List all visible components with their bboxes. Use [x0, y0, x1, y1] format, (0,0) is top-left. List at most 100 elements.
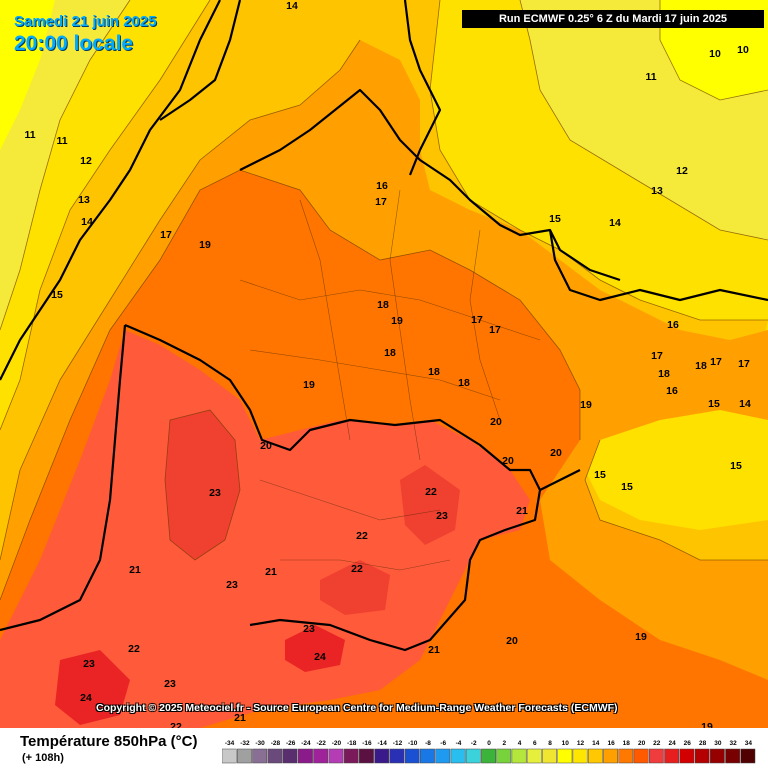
- scale-swatch: [465, 748, 481, 764]
- isotherm-label: 22: [170, 721, 182, 728]
- scale-tick-label: -18: [347, 740, 357, 747]
- scale-tick-label: -8: [425, 740, 431, 747]
- scale-swatch: [633, 748, 649, 764]
- band-22: [0, 330, 530, 728]
- scale-swatch: [328, 748, 344, 764]
- scale-tick-label: 30: [714, 740, 722, 747]
- isotherm-label: 24: [314, 651, 326, 663]
- scale-tick-label: 18: [623, 740, 631, 747]
- band-west-10: [0, 0, 55, 150]
- scale-tick-label: 34: [745, 740, 753, 747]
- isotherm-label: 16: [667, 319, 679, 331]
- scale-tick-label: 2: [502, 740, 506, 747]
- isotherm-label: 12: [676, 165, 688, 177]
- band-23-west: [165, 410, 240, 560]
- band-west-12: [0, 0, 130, 330]
- isotherm-label: 15: [621, 481, 633, 493]
- isotherm-label: 11: [645, 71, 656, 83]
- scale-tick-label: -22: [316, 740, 326, 747]
- scale-swatch: [694, 748, 710, 764]
- forecast-date: Samedi 21 juin 2025: [14, 13, 157, 30]
- isotherm-label: 17: [489, 324, 501, 336]
- isotherm-label: 17: [738, 358, 750, 370]
- scale-tick-label: 24: [668, 740, 676, 747]
- isotherm-label: 21: [428, 644, 440, 656]
- isotherm-label: 17: [160, 229, 172, 241]
- scale-swatch: [252, 748, 268, 764]
- isotherm-label: 12: [80, 155, 92, 167]
- isotherm-label: 18: [428, 366, 440, 378]
- band-23-center: [400, 465, 460, 545]
- model-run-info: Run ECMWF 0.25° 6 Z du Mardi 17 juin 202…: [462, 10, 764, 28]
- scale-swatch: [343, 748, 359, 764]
- isotherm-label: 22: [128, 643, 140, 655]
- isotherm-label: 13: [651, 185, 663, 197]
- scale-tick-label: 16: [607, 740, 615, 747]
- isotherm-label: 20: [260, 440, 272, 452]
- isotherm-label: 14: [286, 0, 298, 12]
- scale-tick-label: -12: [393, 740, 403, 747]
- scale-tick-label: -28: [271, 740, 281, 747]
- legend-title: Température 850hPa (°C): [20, 733, 198, 750]
- isotherm-label: 23: [164, 678, 176, 690]
- isotherm-label: 19: [199, 239, 211, 251]
- isotherm-label: 20: [550, 447, 562, 459]
- scale-swatch: [679, 748, 695, 764]
- isotherm-label: 16: [376, 180, 388, 192]
- scale-swatch: [664, 748, 680, 764]
- band-24-south: [285, 625, 345, 672]
- scale-tick-label: 8: [548, 740, 552, 747]
- scale-swatch: [511, 748, 527, 764]
- scale-tick-label: 10: [562, 740, 570, 747]
- isotherm-label: 23: [209, 487, 221, 499]
- isotherm-label: 17: [651, 350, 663, 362]
- scale-swatch: [725, 748, 741, 764]
- isotherm-label: 23: [83, 658, 95, 670]
- scale-swatch: [496, 748, 512, 764]
- isotherm-label: 19: [635, 631, 647, 643]
- scale-swatch: [435, 748, 451, 764]
- isotherm-label: 22: [425, 486, 437, 498]
- country-borders: [0, 0, 768, 652]
- isotherm-label: 19: [701, 721, 713, 728]
- scale-swatch: [572, 748, 588, 764]
- scale-tick-label: 20: [638, 740, 646, 747]
- scale-swatch: [450, 748, 466, 764]
- scale-tick-label: 22: [653, 740, 661, 747]
- copyright-notice: Copyright © 2025 Meteociel.fr - Source E…: [96, 702, 618, 714]
- scale-tick-label: 32: [729, 740, 737, 747]
- isotherm-label: 20: [490, 416, 502, 428]
- region-borders: [239, 189, 541, 571]
- isotherm-label: 10: [737, 44, 749, 56]
- temperature-map: [0, 0, 768, 728]
- scale-swatch: [389, 748, 405, 764]
- isotherm-label: 21: [516, 505, 528, 517]
- band-24-southwest: [55, 650, 130, 725]
- scale-tick-label: -4: [456, 740, 462, 747]
- isotherm-label: 10: [709, 48, 721, 60]
- isotherm-label: 14: [609, 217, 621, 229]
- isotherm-label: 19: [391, 315, 403, 327]
- scale-swatch: [298, 748, 313, 764]
- isotherm-label: 22: [351, 563, 363, 575]
- scale-swatch: [374, 748, 390, 764]
- scale-swatch: [237, 748, 252, 764]
- scale-tick-label: 12: [577, 740, 585, 747]
- scale-tick-label: 14: [592, 740, 600, 747]
- isotherm-label: 21: [129, 564, 141, 576]
- scale-tick-label: -10: [408, 740, 418, 747]
- isotherm-label: 17: [471, 314, 483, 326]
- scale-tick-label: 4: [518, 740, 522, 747]
- isotherm-label: 15: [51, 289, 63, 301]
- scale-swatch: [404, 748, 420, 764]
- scale-tick-label: -6: [440, 740, 446, 747]
- isotherm-label: 23: [226, 579, 238, 591]
- isotherm-label: 15: [708, 398, 720, 410]
- scale-tick-label: -16: [362, 740, 372, 747]
- scale-swatch: [481, 748, 496, 764]
- scale-swatch: [740, 748, 756, 764]
- forecast-local-time: 20:00 locale: [14, 32, 134, 55]
- scale-tick-label: -32: [240, 740, 250, 747]
- isotherm-label: 18: [695, 360, 707, 372]
